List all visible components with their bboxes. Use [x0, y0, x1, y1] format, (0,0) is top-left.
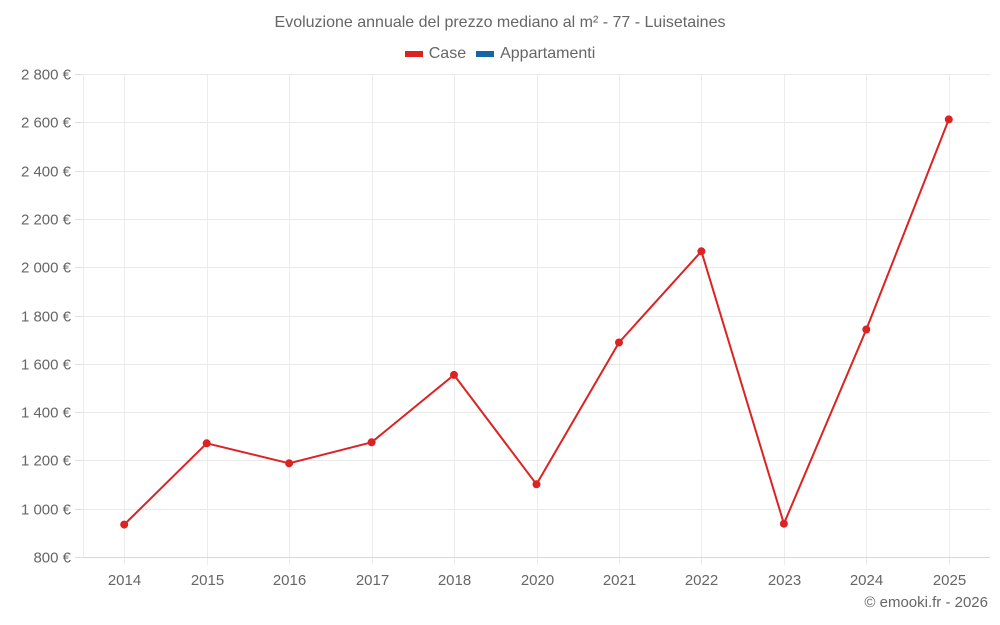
y-tick-label: 1 000 €: [21, 502, 72, 519]
x-tick-label: 2017: [356, 572, 389, 589]
x-tick-label: 2014: [108, 572, 141, 589]
series-case: [120, 115, 953, 529]
data-point[interactable]: [532, 480, 541, 489]
legend-item-appartamenti[interactable]: Appartamenti: [476, 45, 595, 63]
y-tick-label: 1 600 €: [21, 357, 72, 374]
x-tick-label: 2021: [603, 572, 636, 589]
x-tick-label: 2024: [850, 572, 883, 589]
data-point[interactable]: [367, 438, 376, 447]
y-tick-label: 1 200 €: [21, 453, 72, 470]
data-point[interactable]: [944, 115, 953, 124]
data-point[interactable]: [779, 519, 788, 528]
y-tick-label: 2 600 €: [21, 115, 72, 132]
x-tick-label: 2022: [685, 572, 718, 589]
data-point[interactable]: [120, 520, 129, 529]
x-tick-label: 2018: [438, 572, 471, 589]
series-line: [123, 119, 950, 526]
data-point[interactable]: [697, 247, 706, 256]
x-tick-label: 2015: [191, 572, 224, 589]
copyright-credit: © emooki.fr - 2026: [864, 594, 988, 611]
y-tick-label: 1 800 €: [21, 309, 72, 326]
x-tick-label: 2023: [768, 572, 801, 589]
x-axis: 2014 2015 2016 2017 2018 2020 2021 2022 2023 2024…: [83, 557, 990, 589]
data-point[interactable]: [615, 338, 623, 347]
y-tick-label: 2 400 €: [21, 164, 72, 181]
data-point[interactable]: [202, 439, 211, 448]
x-tick-label: 2025: [933, 572, 966, 589]
data-point[interactable]: [450, 370, 458, 379]
y-tick-label: 1 400 €: [21, 405, 72, 422]
y-tick-label: 2 200 €: [21, 212, 72, 229]
legend-swatch-appartamenti: [476, 51, 495, 57]
legend-label-case: Case: [428, 45, 467, 62]
chart-title: Evoluzione annuale del prezzo mediano al…: [274, 14, 726, 31]
x-tick-label: 2016: [273, 572, 306, 589]
y-tick-label: 800 €: [33, 550, 71, 567]
legend-label-appartamenti: Appartamenti: [500, 45, 596, 62]
legend-item-case[interactable]: Case: [404, 45, 467, 63]
legend-swatch-case: [404, 51, 423, 57]
chart-legend: Case Appartamenti: [0, 45, 1000, 63]
y-axis: 800 € 1 000 € 1 200 € 1 400 € 1 600 € 1 800 €…: [21, 67, 83, 567]
data-point[interactable]: [285, 459, 294, 468]
grid-lines: [83, 74, 990, 565]
x-tick-label: 2020: [521, 572, 554, 589]
data-point[interactable]: [862, 325, 871, 334]
y-tick-label: 2 000 €: [21, 260, 72, 277]
y-tick-label: 2 800 €: [21, 67, 72, 84]
